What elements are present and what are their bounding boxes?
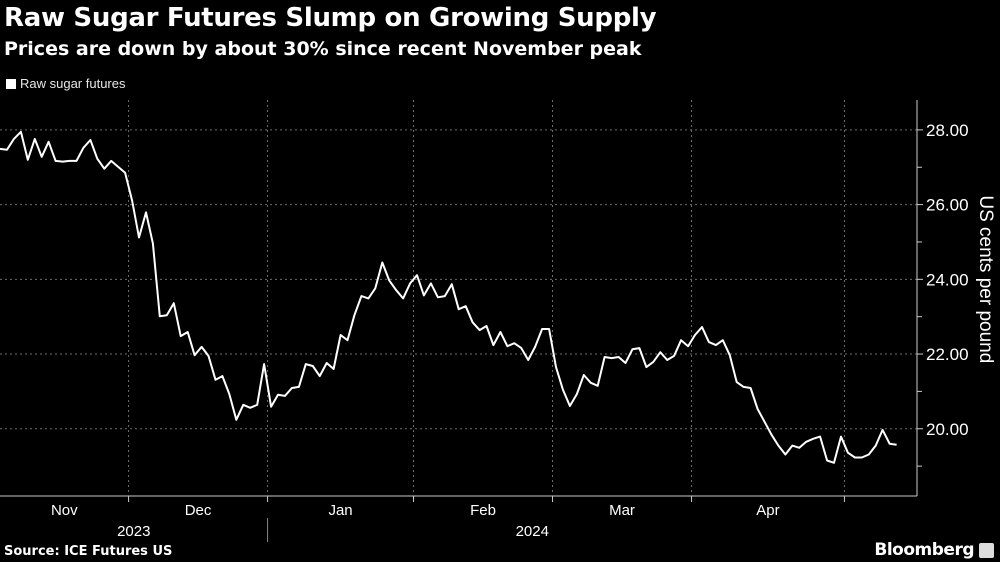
chart-title: Raw Sugar Futures Slump on Growing Suppl… bbox=[4, 3, 657, 33]
series-line-raw-sugar-futures bbox=[0, 130, 897, 464]
x-month-label: Nov bbox=[51, 502, 78, 519]
brand-name: Bloomberg bbox=[874, 540, 974, 560]
y-tick-label: 26.00 bbox=[926, 196, 969, 215]
chart-subtitle: Prices are down by about 30% since recen… bbox=[4, 38, 642, 60]
y-tick-label: 20.00 bbox=[926, 420, 969, 439]
y-axis-label: US cents per pound bbox=[975, 195, 996, 363]
legend: Raw sugar futures bbox=[6, 76, 126, 91]
source-note: Source: ICE Futures US bbox=[4, 544, 173, 559]
x-month-label: Dec bbox=[185, 502, 212, 519]
x-month-label: Jan bbox=[328, 502, 352, 519]
y-tick-label: 28.00 bbox=[926, 121, 969, 140]
legend-label: Raw sugar futures bbox=[20, 76, 126, 91]
x-year-label: 2024 bbox=[516, 523, 549, 540]
y-tick-label: 22.00 bbox=[926, 345, 969, 364]
legend-swatch bbox=[6, 78, 16, 89]
y-tick-label: 24.00 bbox=[926, 270, 969, 289]
x-year-label: 2023 bbox=[117, 523, 150, 540]
x-month-label: Mar bbox=[609, 502, 635, 519]
bloomberg-chart-icon bbox=[979, 542, 994, 558]
x-month-label: Apr bbox=[756, 502, 779, 519]
bloomberg-logo: Bloomberg bbox=[874, 540, 994, 560]
x-month-label: Feb bbox=[470, 502, 496, 519]
